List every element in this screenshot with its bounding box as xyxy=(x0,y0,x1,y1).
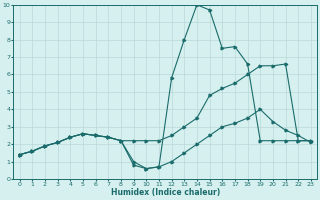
X-axis label: Humidex (Indice chaleur): Humidex (Indice chaleur) xyxy=(111,188,220,197)
